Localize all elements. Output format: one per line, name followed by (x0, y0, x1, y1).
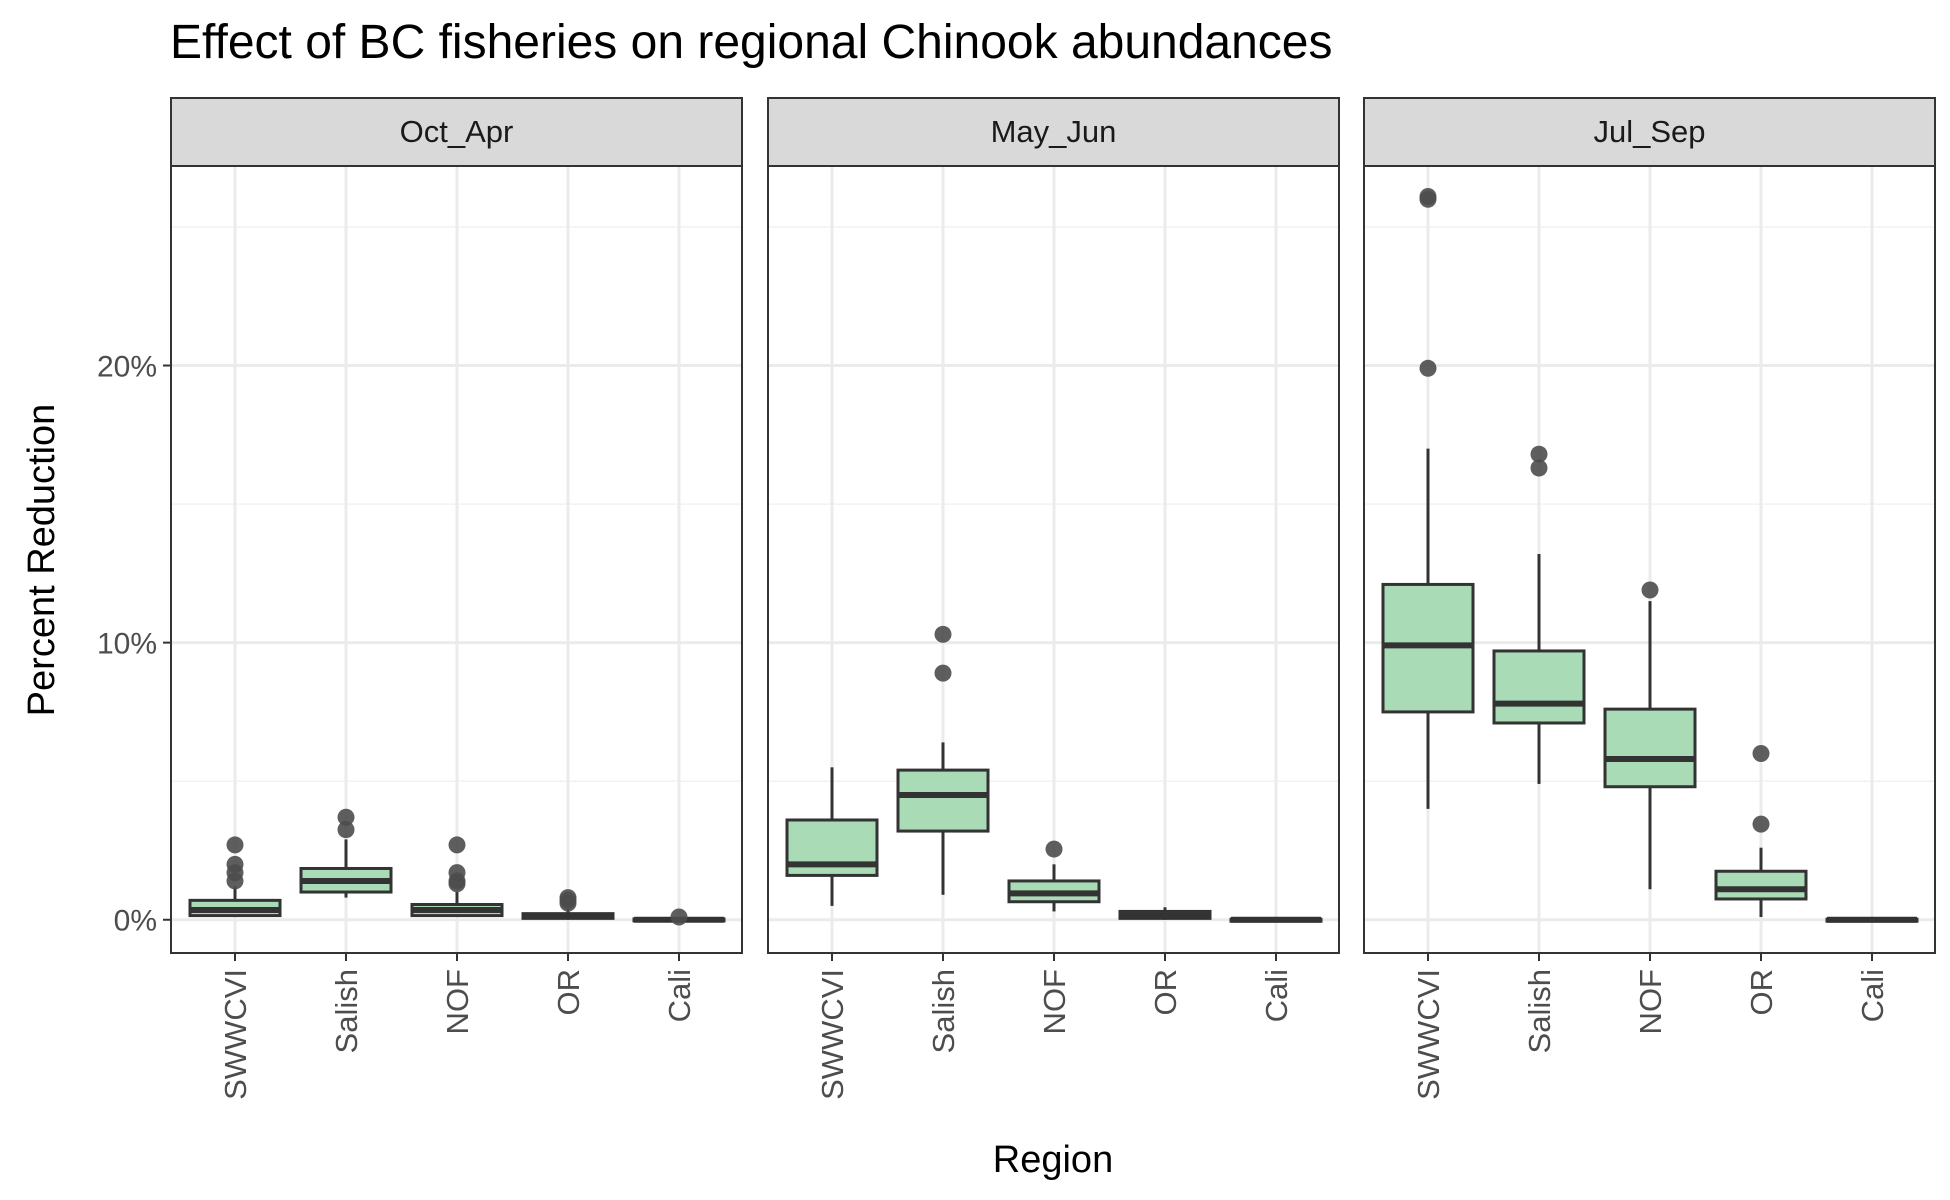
box-swwcvi (188, 836, 282, 918)
facet-strip (170, 97, 743, 167)
facet-panel-may-jun: May_Jun SWWCVI Salish NOF OR Cali (767, 97, 1340, 1100)
outlier-point (337, 808, 355, 826)
box-cali (632, 908, 726, 926)
box-nof (1603, 581, 1697, 890)
x-tick-label: Salish (926, 969, 961, 1053)
facet-panel-jul-sep: Jul_Sep SWWCVI Salish NOF OR Cali (1363, 97, 1936, 1100)
outlier-point (934, 625, 952, 643)
outlier-point (1530, 445, 1548, 463)
box-or (1714, 744, 1808, 917)
x-tick-label: OR (551, 969, 586, 1016)
box-swwcvi (785, 767, 879, 906)
box-or (521, 889, 615, 920)
outlier-point (226, 855, 244, 873)
box-nof (410, 836, 504, 918)
facet-strip-label: Oct_Apr (400, 114, 514, 149)
facet-strip-label: May_Jun (991, 114, 1117, 149)
outlier-point (448, 864, 466, 882)
x-axis-title: Region (993, 1139, 1113, 1181)
x-tick-label: OR (1148, 969, 1183, 1016)
facet-strip (767, 97, 1340, 167)
outlier-point (1530, 459, 1548, 477)
outlier-point (1641, 581, 1659, 599)
x-tick-label: Salish (329, 969, 364, 1053)
outlier-point (1419, 359, 1437, 377)
box-swwcvi (1381, 187, 1475, 809)
outlier-point (1752, 744, 1770, 762)
facet-strip-label: Jul_Sep (1593, 114, 1705, 149)
iqr-box (1714, 869, 1808, 901)
outlier-point (1752, 815, 1770, 833)
box-nof (1007, 840, 1101, 912)
x-tick-label: NOF (1633, 969, 1668, 1034)
x-tick-label: SWWCVI (815, 969, 850, 1100)
outlier-point (934, 664, 952, 682)
x-tick-label: Cali (662, 969, 697, 1022)
outlier-point (1419, 187, 1437, 205)
box-salish (896, 625, 990, 895)
box-cali (1229, 916, 1323, 923)
box-or (1118, 907, 1212, 920)
box-cali (1825, 916, 1919, 923)
x-tick-label: Salish (1522, 969, 1557, 1053)
outlier-point (226, 836, 244, 854)
y-tick-label: 10% (97, 628, 157, 661)
y-axis-title: Percent Reduction (21, 404, 63, 717)
x-tick-label: SWWCVI (218, 969, 253, 1100)
x-tick-label: NOF (1037, 969, 1072, 1034)
x-tick-label: Cali (1259, 969, 1294, 1022)
y-tick-label: 20% (97, 351, 157, 384)
y-tick-label: 0% (114, 905, 157, 938)
facet-panel-oct-apr: Oct_Apr SWWCVI Salish NOF OR Cali (170, 97, 743, 1100)
outlier-point (337, 821, 355, 839)
x-tick-label: Cali (1855, 969, 1890, 1022)
outlier-point (559, 889, 577, 907)
iqr-box (1492, 649, 1586, 725)
outlier-point (1045, 840, 1063, 858)
iqr-box (896, 768, 990, 833)
x-tick-label: OR (1744, 969, 1779, 1016)
chart-title: Effect of BC fisheries on regional Chino… (170, 16, 1333, 69)
x-tick-label: SWWCVI (1411, 969, 1446, 1100)
box-salish (299, 808, 393, 898)
box-salish (1492, 445, 1586, 784)
iqr-box (1603, 707, 1697, 789)
x-tick-label: NOF (440, 969, 475, 1034)
outlier-point (670, 908, 688, 926)
outlier-point (448, 836, 466, 854)
